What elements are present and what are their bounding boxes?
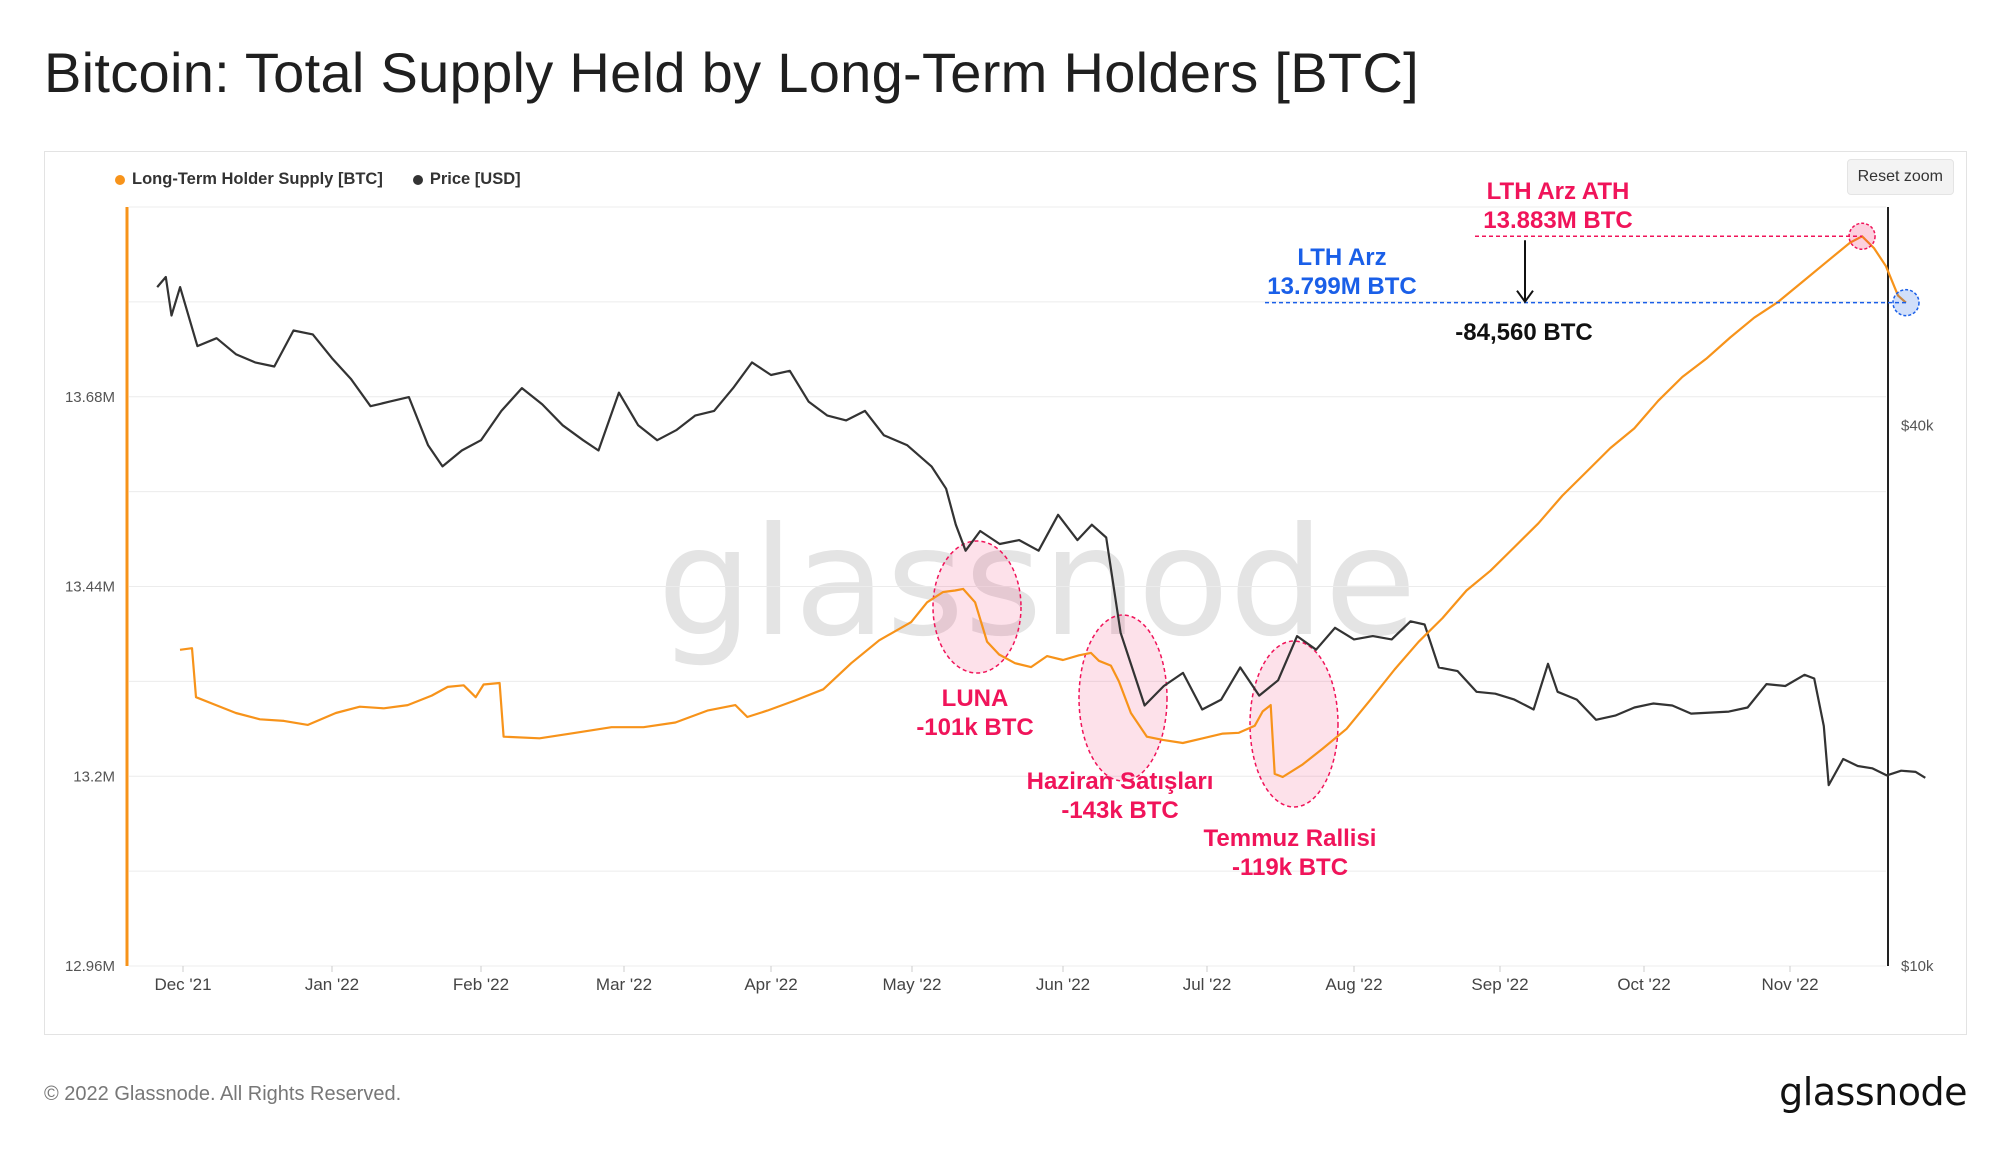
current-marker-circle: [1892, 288, 1920, 317]
price-series-line: [156, 275, 1926, 787]
x-tick-label: Oct '22: [1617, 975, 1670, 994]
y-tick-right: $10k: [1901, 958, 1934, 975]
x-tick-label: Nov '22: [1761, 975, 1818, 994]
x-tick-label: Jun '22: [1036, 975, 1090, 994]
x-tick-label: Jul '22: [1183, 975, 1232, 994]
annotation-luna-label: LUNA: [942, 685, 1009, 712]
ath-marker-circle: [1848, 222, 1876, 251]
chart-legend: Long-Term Holder Supply [BTC] Price [USD…: [115, 170, 521, 189]
legend-label-lth: Long-Term Holder Supply [BTC]: [132, 170, 383, 188]
annotation-june-label: Haziran Satışları: [1027, 768, 1214, 795]
annotation-difference: -84,560 BTC: [1455, 319, 1592, 346]
x-tick-label: May '22: [883, 975, 942, 994]
glassnode-logo: glassnode: [1779, 1070, 1967, 1114]
annotation-luna-value: -101k BTC: [916, 714, 1033, 741]
highlight-ellipse-2: [1249, 640, 1339, 808]
x-tick-label: Apr '22: [744, 975, 797, 994]
x-tick-label: Dec '21: [154, 975, 211, 994]
annotation-june-value: -143k BTC: [1061, 797, 1178, 824]
annotation-july-label: Temmuz Rallisi: [1204, 825, 1377, 852]
annotation-current-value: 13.799M BTC: [1267, 273, 1416, 300]
reset-zoom-button[interactable]: Reset zoom: [1846, 159, 1954, 195]
legend-dot-lth-icon: [115, 174, 125, 185]
footer-copyright: © 2022 Glassnode. All Rights Reserved.: [44, 1083, 402, 1105]
legend-item-price[interactable]: Price [USD]: [412, 170, 521, 189]
legend-item-lth-supply[interactable]: Long-Term Holder Supply [BTC]: [115, 170, 383, 189]
annotation-ath-value: 13.883M BTC: [1483, 207, 1632, 234]
y-tick-right: $40k: [1901, 417, 1934, 434]
annotation-current-label: LTH Arz: [1297, 244, 1386, 271]
x-tick-label: Feb '22: [453, 975, 509, 994]
y-tick-left: 13.2M: [73, 768, 115, 785]
legend-dot-price-icon: [412, 174, 423, 185]
annotation-july-value: -119k BTC: [1232, 854, 1348, 881]
y-tick-left: 12.96M: [65, 958, 115, 975]
legend-label-price: Price [USD]: [429, 170, 521, 188]
chart-container: glassnode 12.96M 13.2M 13.44M 13.68M $10k $40k…: [44, 151, 1967, 1035]
difference-arrow-head: [1516, 290, 1534, 304]
y-tick-left: 13.68M: [65, 389, 115, 406]
highlight-ellipse-1: [1078, 614, 1168, 782]
x-tick-label: Jan '22: [305, 975, 359, 994]
y-tick-left: 13.44M: [65, 579, 115, 596]
lth-supply-series-line: [179, 235, 1907, 779]
x-tick-label: Sep '22: [1471, 975, 1528, 994]
annotation-ath-label: LTH Arz ATH: [1487, 178, 1630, 205]
x-tick-label: Mar '22: [596, 975, 652, 994]
page-title: Bitcoin: Total Supply Held by Long-Term …: [44, 41, 1420, 104]
chart-canvas: glassnode12.96M13.2M13.44M13.68M$10k$40k…: [65, 178, 1934, 994]
x-tick-label: Aug '22: [1325, 975, 1382, 994]
